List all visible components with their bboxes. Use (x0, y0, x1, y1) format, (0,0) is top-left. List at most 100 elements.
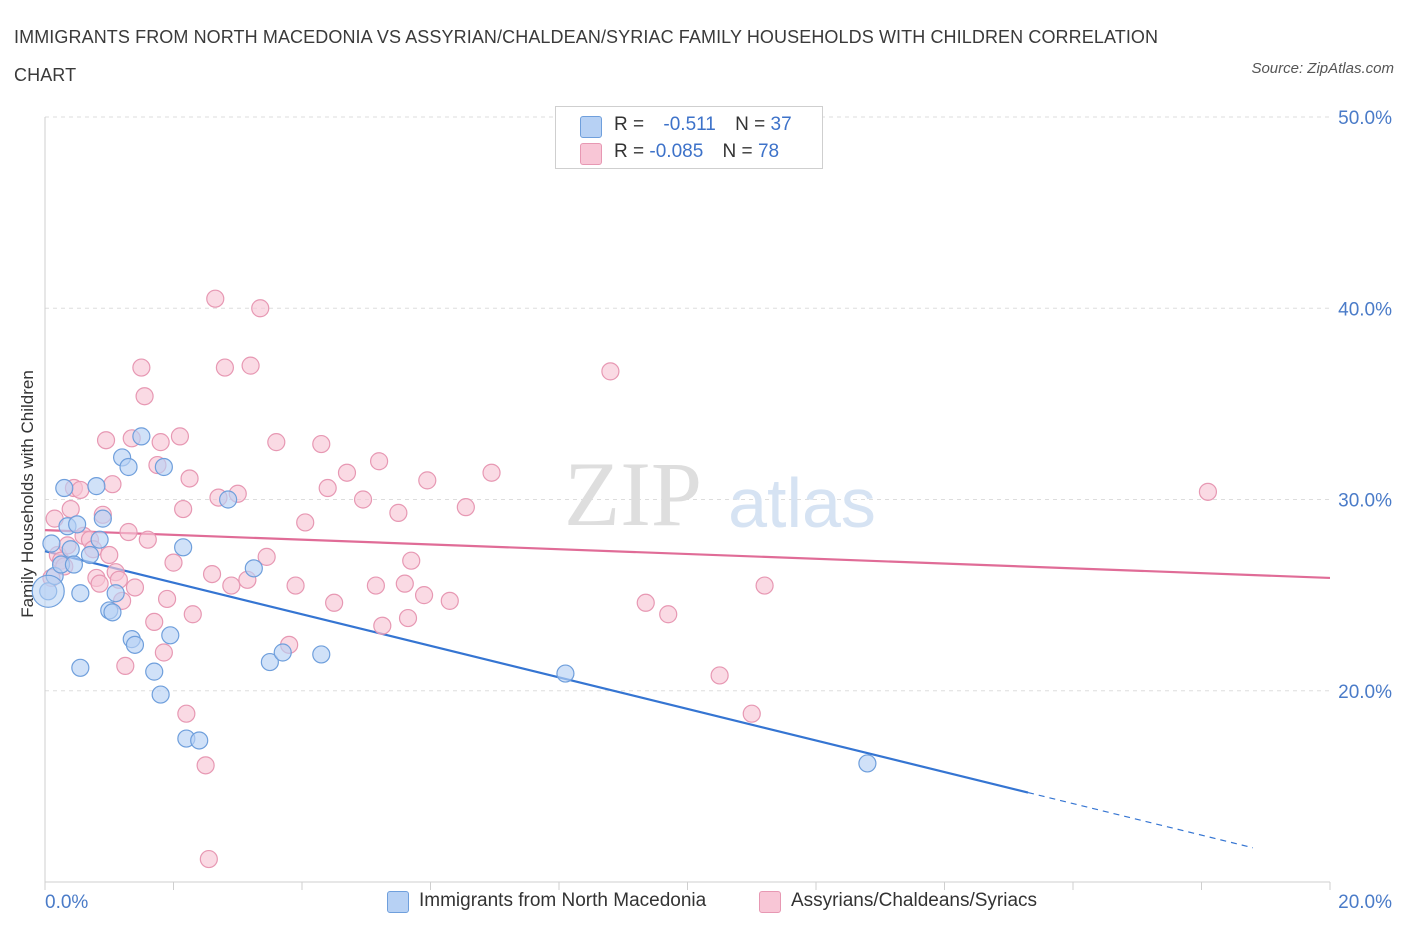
data-point-north-macedonia (260, 652, 279, 672)
data-point-assyrian (145, 612, 164, 632)
correlation-legend: R = -0.511 N = 37 R = -0.085 N = 78 (555, 106, 823, 169)
data-point-assyrian (90, 574, 109, 593)
legend-swatch-blue (580, 116, 602, 138)
data-point-assyrian (267, 433, 286, 452)
y-tick-label: 30.0% (1338, 491, 1392, 512)
data-point-assyrian (71, 480, 90, 500)
data-point-north-macedonia-large (31, 574, 65, 608)
legend-n-label: N = (735, 114, 766, 135)
data-point-north-macedonia (42, 534, 61, 553)
data-point-assyrian (196, 756, 215, 775)
data-point-north-macedonia (68, 515, 87, 534)
legend-n-value: 78 (757, 141, 780, 162)
data-point-assyrian (395, 574, 414, 593)
data-point-assyrian (180, 469, 199, 488)
data-point-assyrian (177, 704, 196, 723)
data-point-north-macedonia (80, 545, 100, 565)
data-point-assyrian (373, 616, 392, 635)
data-point-assyrian (710, 666, 729, 685)
y-tick-label: 50.0% (1338, 108, 1392, 129)
data-point-north-macedonia (219, 490, 238, 509)
data-point-assyrian (318, 478, 337, 498)
x-tick-label: 20.0% (1338, 892, 1392, 913)
data-point-assyrian (154, 643, 173, 662)
data-point-assyrian (215, 358, 234, 377)
data-point-north-macedonia (556, 664, 575, 683)
legend-r-value: -0.511 (663, 114, 716, 135)
data-point-north-macedonia (71, 658, 90, 677)
data-point-assyrian (325, 593, 344, 612)
data-point-north-macedonia (273, 643, 292, 662)
data-point-north-macedonia (93, 509, 112, 528)
data-point-north-macedonia (61, 540, 80, 559)
data-point-assyrian (138, 530, 157, 549)
legend-n-value: 37 (770, 114, 792, 135)
data-point-assyrian (440, 591, 459, 610)
watermark: ZIP atlas (564, 443, 876, 545)
data-point-assyrian (96, 431, 116, 450)
data-point-assyrian (456, 498, 475, 517)
data-points (31, 289, 1218, 869)
data-point-north-macedonia (174, 538, 193, 557)
data-point-north-macedonia (119, 457, 138, 477)
gridlines (45, 116, 1330, 692)
y-tick-label: 40.0% (1338, 299, 1392, 320)
y-tick-label: 20.0% (1338, 682, 1392, 703)
data-point-assyrian (755, 576, 774, 595)
trend-lines (44, 529, 1331, 849)
legend-n-label: N = (722, 141, 753, 162)
trend-line-assyrian (44, 529, 1331, 580)
data-point-assyrian (742, 704, 761, 723)
data-point-assyrian (157, 589, 177, 609)
data-point-assyrian (312, 434, 331, 454)
data-point-assyrian (636, 593, 655, 612)
legend-swatch-pink (580, 143, 602, 165)
bottom-legend-swatch-blue (387, 891, 409, 913)
data-point-assyrian (296, 513, 315, 532)
trend-line-north-macedonia (44, 550, 1029, 794)
data-point-north-macedonia (151, 685, 170, 704)
data-point-north-macedonia (87, 477, 106, 496)
axes (44, 117, 1331, 890)
data-point-assyrian (222, 576, 241, 595)
data-point-north-macedonia (858, 754, 877, 773)
data-point-north-macedonia (103, 603, 122, 622)
data-point-north-macedonia (145, 662, 164, 681)
data-point-assyrian (132, 358, 151, 377)
data-point-assyrian (414, 586, 434, 605)
legend-r-value: -0.085 (649, 141, 704, 162)
data-point-assyrian (119, 522, 138, 542)
data-point-north-macedonia (190, 731, 209, 750)
data-point-assyrian (135, 387, 154, 406)
data-point-assyrian (337, 463, 357, 482)
data-point-assyrian (116, 656, 135, 675)
data-point-north-macedonia (125, 635, 145, 654)
data-point-assyrian (100, 545, 119, 565)
data-point-assyrian (174, 499, 193, 519)
data-point-north-macedonia (161, 626, 180, 645)
data-point-assyrian (251, 299, 270, 318)
data-point-assyrian (601, 362, 620, 381)
data-point-north-macedonia (244, 559, 263, 578)
data-point-north-macedonia (132, 427, 151, 446)
data-point-assyrian (183, 605, 202, 624)
data-point-north-macedonia (90, 530, 109, 549)
data-point-assyrian (370, 452, 389, 471)
watermark-zip: ZIP (564, 443, 702, 545)
tick-labels: 20.0% 30.0% 40.0% 50.0% 0.0% 20.0% (45, 108, 1392, 913)
legend-r-label: R = (614, 114, 645, 135)
data-point-assyrian (103, 475, 122, 494)
data-point-north-macedonia (71, 584, 90, 603)
bottom-legend-label-b: Assyrians/Chaldeans/Syriacs (791, 890, 1038, 911)
watermark-atlas: atlas (728, 464, 876, 542)
chart-title: IMMIGRANTS FROM NORTH MACEDONIA VS ASSYR… (14, 27, 1159, 85)
data-point-assyrian (202, 564, 222, 584)
data-point-north-macedonia (64, 555, 84, 574)
data-point-assyrian (125, 578, 145, 597)
data-point-assyrian (398, 608, 418, 628)
bottom-legend-label-a: Immigrants from North Macedonia (419, 890, 707, 911)
x-tick-label: 0.0% (45, 892, 88, 913)
data-point-north-macedonia (312, 645, 331, 664)
data-point-assyrian (389, 503, 408, 522)
